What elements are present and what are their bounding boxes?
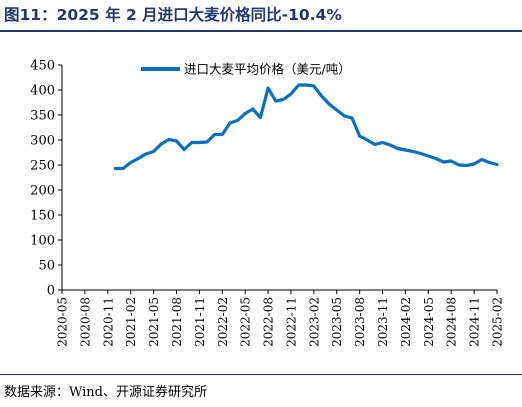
x-tick-label: 2023-02 [307,297,321,347]
x-tick-label: 2024-05 [422,297,436,347]
x-tick-label: 2022-02 [216,297,230,347]
y-tick-label: 50 [38,259,55,274]
title-divider [0,30,522,32]
x-tick-label: 2024-08 [445,297,459,347]
y-tick-label: 350 [30,109,55,124]
x-tick-label: 2021-02 [124,297,138,347]
series-layer [113,83,499,171]
x-tick-label: 2022-08 [262,297,276,347]
y-tick-label: 0 [47,284,55,299]
y-axis-ticks: 0 50 100 150 200 250 300 350 400 450 [30,59,62,299]
x-tick-label: 2020-05 [56,297,70,347]
legend-label: 进口大麦平均价格（美元/吨） [184,62,351,77]
x-tick-label: 2023-11 [376,297,390,347]
y-tick-label: 200 [30,184,55,199]
y-tick-label: 100 [30,234,55,249]
x-tick-label: 2020-08 [78,297,92,347]
x-tick-label: 2025-02 [491,297,505,347]
x-tick-label: 2023-05 [330,297,344,347]
x-tick-label: 2022-11 [284,297,298,347]
x-tick-label: 2021-08 [170,297,184,347]
chart-axes [61,65,497,291]
chart-title: 图11：2025 年 2 月进口大麦价格同比-10.4% [4,6,342,24]
x-tick-label: 2024-11 [468,297,482,347]
y-tick-label: 450 [30,59,55,74]
x-tick-label: 2024-02 [399,297,413,347]
footer-divider [0,374,522,375]
y-tick-label: 250 [30,159,55,174]
x-axis-ticks: 2020-05 2020-08 2020-11 2021-02 2021-05 2021-… [56,290,505,347]
x-tick-label: 2021-05 [147,297,161,347]
source-note: 数据来源：Wind、开源证券研究所 [4,385,207,400]
y-tick-label: 150 [30,209,55,224]
legend: 进口大麦平均价格（美元/吨） [141,62,351,77]
x-tick-label: 2023-08 [353,297,367,347]
x-tick-label: 2020-11 [101,297,115,347]
x-tick-label: 2021-11 [193,297,207,347]
y-tick-label: 300 [30,134,55,149]
y-tick-label: 400 [30,84,55,99]
series-line [113,83,499,171]
x-tick-label: 2022-05 [239,297,253,347]
